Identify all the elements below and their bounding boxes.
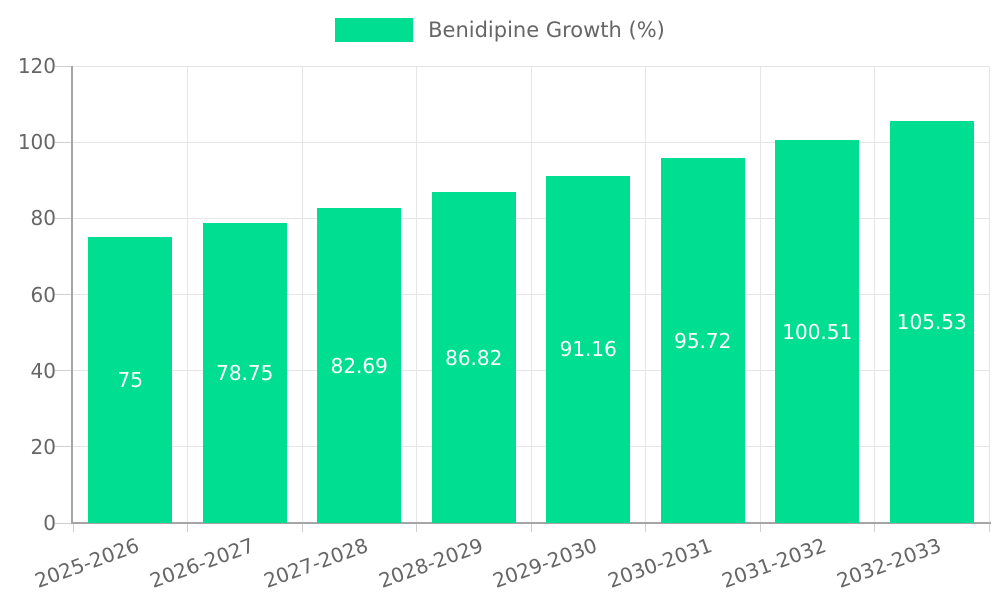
legend-label: Benidipine Growth (%) — [428, 18, 665, 42]
legend: Benidipine Growth (%) — [0, 18, 1000, 42]
x-axis-label: 2025-2026 — [31, 533, 143, 593]
y-axis-label: 0 — [43, 511, 56, 535]
x-axis-label: 2032-2033 — [833, 533, 944, 593]
x-axis-label: 2028-2029 — [375, 533, 486, 593]
v-gridline — [874, 66, 875, 523]
x-axis-tick — [301, 523, 303, 532]
x-axis-label: 2027-2028 — [260, 533, 372, 593]
bar[interactable] — [202, 223, 287, 523]
x-axis-tick — [530, 523, 532, 532]
x-axis-label: 2026-2027 — [146, 533, 257, 593]
y-axis-line — [71, 66, 73, 523]
bar[interactable] — [317, 208, 402, 523]
x-axis-tick — [988, 523, 990, 532]
v-gridline — [301, 66, 303, 523]
legend-swatch — [335, 18, 414, 42]
bar[interactable] — [775, 140, 860, 523]
bar[interactable] — [88, 237, 173, 523]
x-axis-label: 2029-2030 — [489, 533, 601, 593]
v-gridline — [416, 66, 417, 523]
bar[interactable] — [660, 158, 745, 523]
x-axis-tick — [645, 523, 646, 532]
x-axis-label: 2030-2031 — [604, 533, 715, 593]
x-axis-tick — [187, 523, 188, 532]
y-axis-label: 100 — [17, 130, 56, 155]
y-axis-label: 40 — [30, 358, 56, 383]
x-axis-label: 2031-2032 — [718, 533, 830, 593]
v-gridline — [187, 66, 188, 523]
bar[interactable] — [431, 192, 516, 523]
bar[interactable] — [546, 175, 631, 523]
y-axis-label: 60 — [30, 282, 56, 307]
x-axis-line — [71, 522, 991, 524]
legend-item[interactable]: Benidipine Growth (%) — [335, 18, 665, 42]
y-axis-label: 120 — [17, 54, 56, 78]
x-axis-tick — [874, 523, 875, 532]
y-axis-label: 20 — [30, 434, 56, 459]
x-axis-tick — [416, 523, 417, 532]
h-gridline — [73, 65, 989, 67]
x-axis-tick — [759, 523, 761, 532]
bar[interactable] — [889, 121, 974, 523]
v-gridline — [988, 66, 990, 523]
v-gridline — [645, 66, 646, 523]
v-gridline — [530, 66, 532, 523]
v-gridline — [759, 66, 761, 523]
y-axis-label: 80 — [30, 206, 56, 231]
x-axis-tick — [72, 523, 74, 532]
